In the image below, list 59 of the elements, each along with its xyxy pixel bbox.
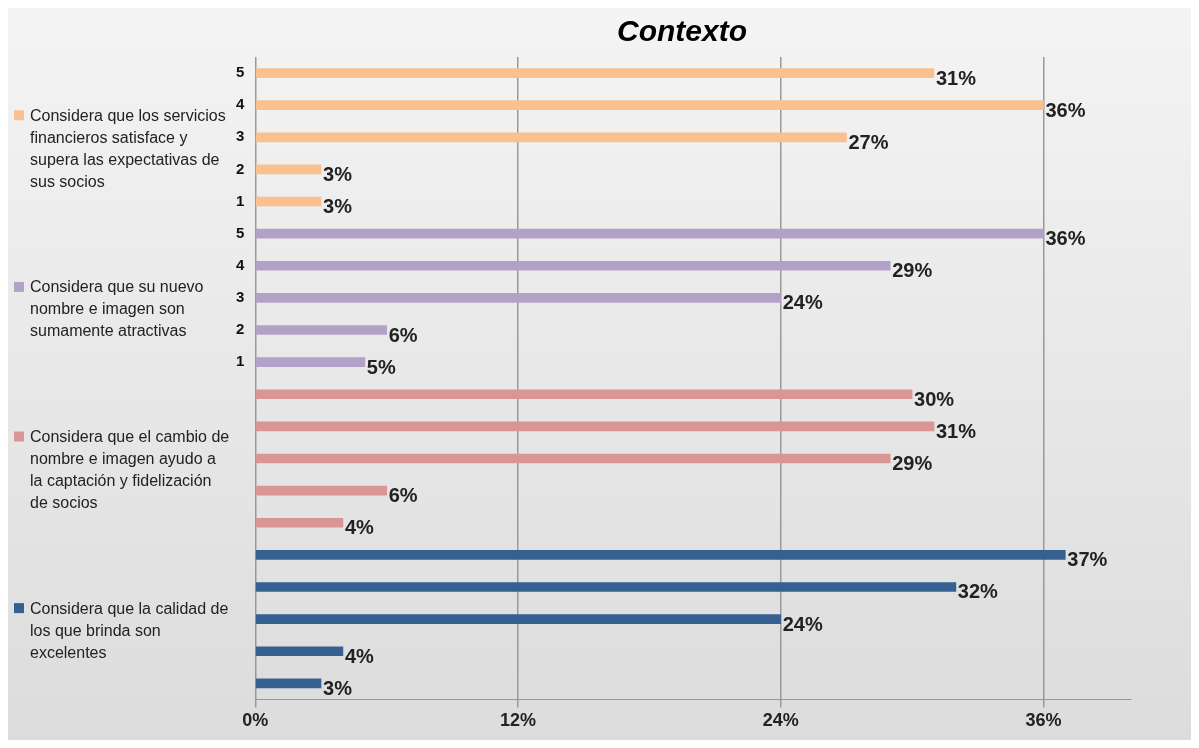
legend-label: Considera que el cambio de nombre e imagen ayudo a la captación y fidelización de socios: [30, 427, 230, 511]
y-tick-label: 4: [236, 255, 245, 273]
bar: [255, 196, 322, 207]
bar: [255, 228, 1044, 239]
bar: [255, 293, 782, 303]
bar: [255, 485, 388, 496]
data-label: 24%: [782, 291, 823, 314]
data-label: 6%: [388, 484, 418, 507]
data-label: 36%: [1045, 227, 1086, 250]
data-label: 27%: [848, 130, 889, 153]
data-label: 5%: [366, 355, 396, 378]
x-tick-label: 0%: [242, 710, 269, 731]
legend-label: Considera que su nuevo nombre e imagen son sumamente atractivas: [30, 278, 204, 340]
bar: [255, 550, 1066, 560]
data-label: 3%: [323, 195, 353, 218]
bar: [255, 132, 847, 143]
y-tick-label: 1: [236, 191, 245, 209]
y-tick-label: 4: [236, 95, 245, 113]
bar: [255, 453, 891, 464]
bar: [255, 582, 957, 592]
y-tick-label: 2: [236, 320, 245, 338]
bar: [255, 646, 344, 657]
y-tick-label: 1: [236, 352, 245, 370]
legend-label: Considera que la calidad de los que brinda son excelentes: [30, 599, 229, 661]
data-label: 3%: [323, 676, 353, 699]
bar: [255, 325, 388, 335]
x-tick-label: 36%: [1025, 710, 1062, 731]
y-tick-label: 3: [236, 288, 245, 306]
bar: [255, 68, 935, 78]
bar: [255, 100, 1044, 111]
bar: [255, 517, 344, 528]
data-label: 6%: [388, 323, 418, 346]
bar: [255, 389, 913, 400]
data-label: 31%: [935, 419, 977, 442]
bar: [255, 260, 891, 271]
data-label: 29%: [892, 452, 933, 475]
legend-label: Considera que los servicios financieros satisface y supera las expectativas de sus socios: [30, 106, 226, 190]
data-label: 31%: [935, 66, 977, 89]
bar: [255, 164, 322, 175]
bar: [255, 421, 935, 432]
bar: [255, 614, 782, 624]
x-tick-label: 24%: [762, 710, 799, 731]
x-tick-label: 12%: [500, 710, 537, 731]
data-label: 4%: [344, 644, 375, 667]
data-label: 36%: [1045, 98, 1086, 121]
data-label: 29%: [892, 259, 933, 282]
y-tick-label: 3: [236, 127, 245, 145]
bar: [255, 678, 322, 689]
data-label: 32%: [957, 580, 999, 603]
data-label: 3%: [323, 162, 353, 185]
data-label: 30%: [914, 387, 955, 410]
chart-title: Contexto: [617, 14, 747, 48]
y-tick-label: 2: [236, 159, 245, 177]
bar: [255, 357, 366, 367]
y-tick-label: 5: [236, 63, 245, 81]
data-label: 37%: [1067, 548, 1108, 571]
data-label: 4%: [344, 516, 375, 539]
y-tick-label: 5: [236, 223, 245, 241]
data-label: 24%: [782, 612, 823, 635]
